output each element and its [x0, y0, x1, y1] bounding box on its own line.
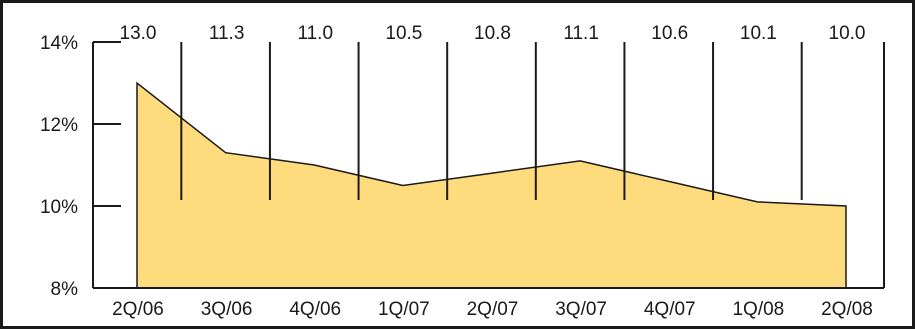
x-tick-label: 3Q/07: [555, 299, 607, 320]
y-tick-label: 14%: [40, 33, 78, 54]
value-label: 10.8: [474, 23, 511, 44]
y-tick-label: 10%: [40, 197, 78, 218]
value-label: 11.1: [563, 23, 599, 44]
y-tick-label: 8%: [51, 279, 79, 300]
y-tick-label: 12%: [40, 115, 78, 136]
divider-layer: [180, 42, 803, 200]
y-tick-layer: [93, 41, 121, 289]
x-tick-label: 4Q/06: [289, 299, 341, 320]
value-label: 11.3: [209, 23, 245, 44]
value-label: 13.0: [120, 23, 157, 44]
x-tick-label: 2Q/07: [467, 299, 519, 320]
value-label: 10.1: [740, 23, 777, 44]
label-layer: 8% 10% 12% 14% 13.0 11.3 11.0 10.5 10.8 11.1 10.6 1…: [40, 23, 873, 320]
x-tick-label: 1Q/08: [732, 299, 784, 320]
value-label: 10.5: [385, 23, 422, 44]
x-tick-label: 1Q/07: [378, 299, 430, 320]
x-tick-label: 3Q/06: [201, 299, 253, 320]
x-tick-label: 4Q/07: [644, 299, 696, 320]
value-label: 10.6: [651, 23, 688, 44]
x-tick-label: 2Q/06: [112, 299, 164, 320]
x-tick-label: 2Q/08: [821, 299, 873, 320]
value-label: 10.0: [829, 23, 866, 44]
value-label: 11.0: [297, 23, 333, 44]
